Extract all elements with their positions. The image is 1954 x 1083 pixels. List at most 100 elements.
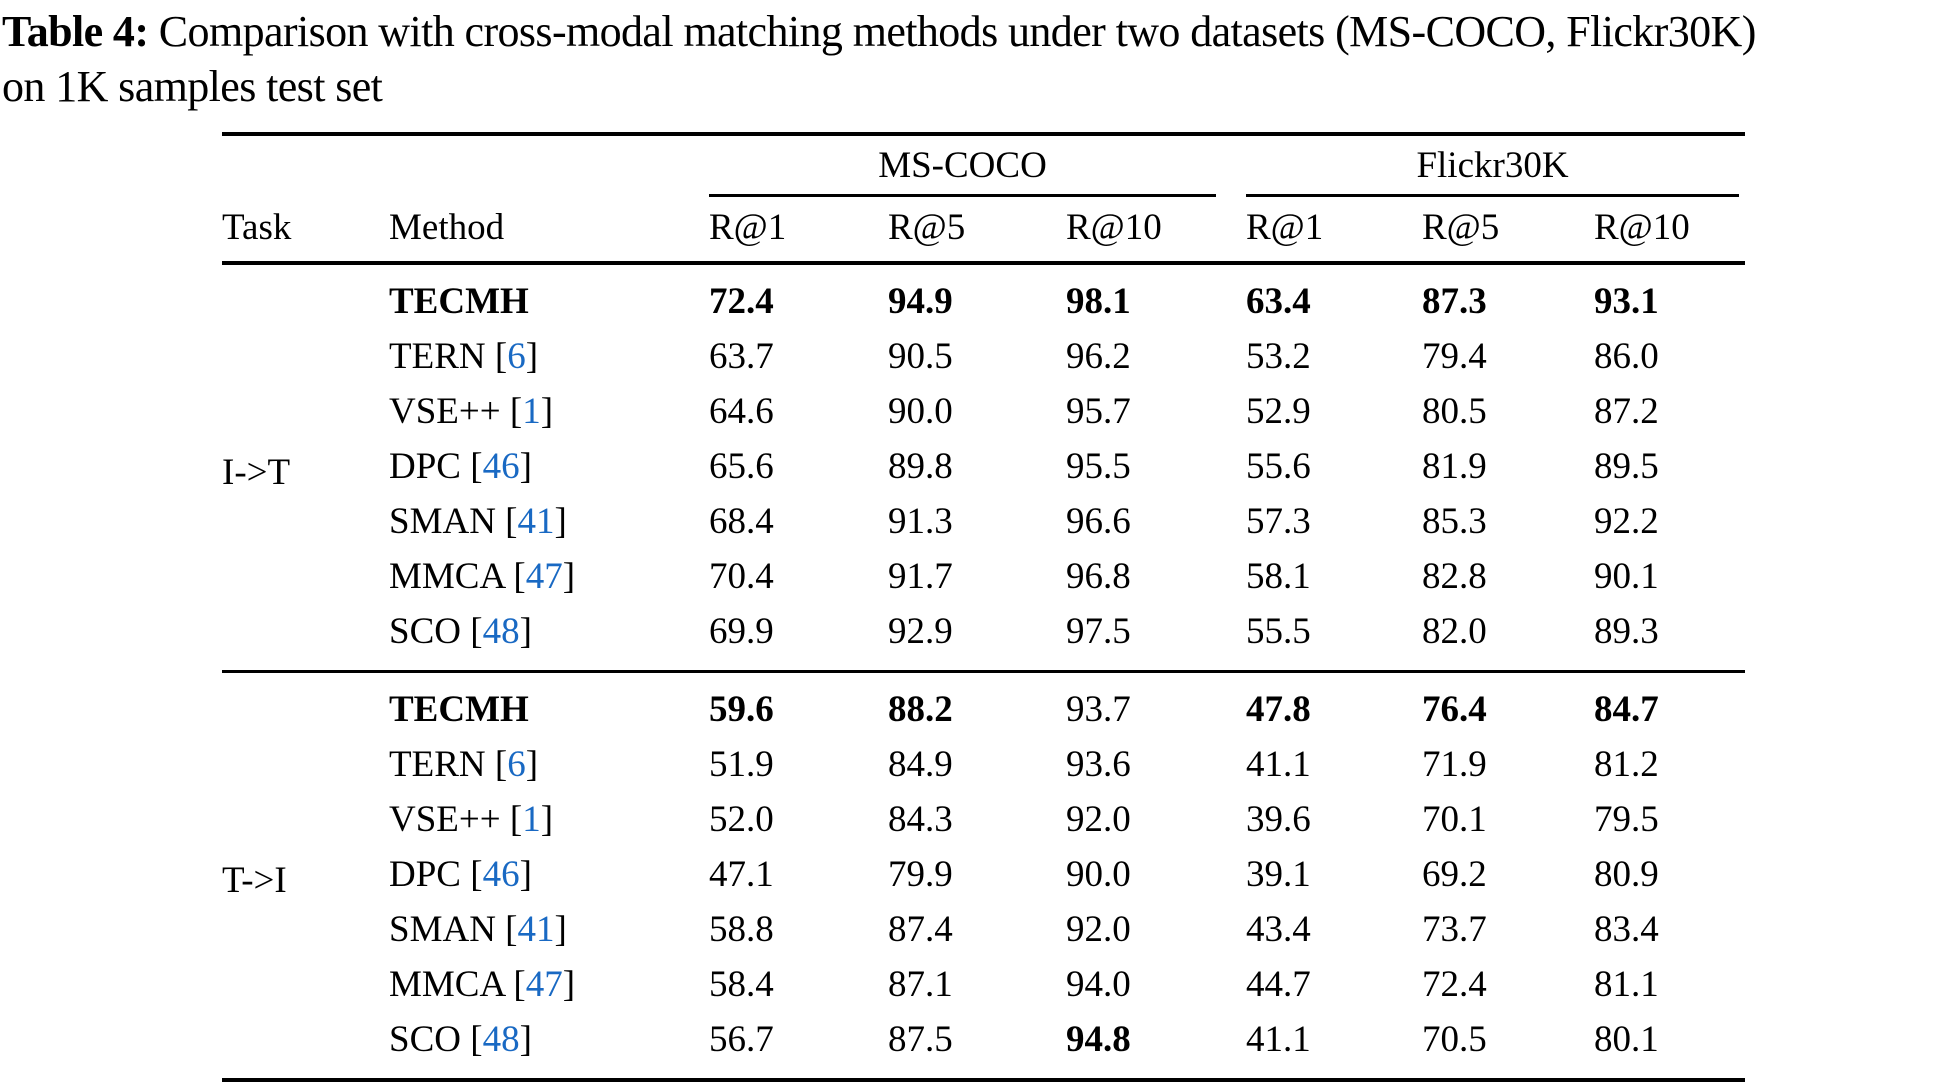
metric-value: 93.1 (1594, 281, 1659, 322)
metric-value: 96.8 (1066, 556, 1131, 597)
citation-ref[interactable]: 1 (522, 799, 541, 840)
metric-value: 71.9 (1422, 744, 1487, 785)
citation-ref[interactable]: 41 (517, 909, 555, 950)
method-name: TERN (389, 336, 486, 377)
task-label: T->I (222, 670, 389, 1080)
method-name: DPC (389, 854, 461, 895)
metric-value: 56.7 (709, 1019, 774, 1060)
metric-value: 87.4 (888, 909, 953, 950)
metric-value: 73.7 (1422, 909, 1487, 950)
empty-cell (389, 134, 709, 197)
citation-bracket: [48] (460, 611, 532, 652)
method-cell: TECMH (389, 263, 709, 329)
citation-ref[interactable]: 48 (482, 611, 520, 652)
metric-value: 84.3 (888, 799, 953, 840)
method-cell: MMCA [47] (389, 957, 709, 1012)
metric-value: 88.2 (888, 670, 1066, 737)
metric-value: 97.5 (1066, 611, 1131, 652)
metric-value: 96.2 (1066, 336, 1131, 377)
metric-value: 89.3 (1594, 611, 1659, 652)
metric-value: 55.6 (1246, 446, 1311, 487)
metric-value: 87.5 (888, 1019, 953, 1060)
method-cell: SMAN [41] (389, 494, 709, 549)
metric-value: 86.0 (1594, 336, 1659, 377)
metric-value: 81.1 (1594, 964, 1659, 1005)
metric-value: 89.5 (1594, 446, 1659, 487)
citation-ref[interactable]: 47 (525, 556, 563, 597)
caption-text-line1: Comparison with cross-modal matching met… (148, 7, 1757, 56)
col-header-flickr-r10: R@10 (1594, 197, 1745, 265)
metric-value: 69.2 (1422, 854, 1487, 895)
col-header-coco-r5: R@5 (888, 197, 1066, 265)
metric-value: 64.6 (709, 391, 774, 432)
metric-value: 41.1 (1246, 1019, 1311, 1060)
group-header-flickr30k: Flickr30K (1246, 144, 1739, 197)
metric-value: 81.9 (1422, 446, 1487, 487)
metric-value: 94.0 (1066, 964, 1131, 1005)
method-cell: DPC [46] (389, 847, 709, 902)
citation-bracket: [1] (500, 391, 554, 432)
method-name: VSE++ (389, 799, 501, 840)
col-header-task: Task (222, 197, 389, 265)
table-row: DPC [46] 65.6 89.8 95.5 55.6 81.9 89.5 (222, 439, 1745, 494)
method-name: TECMH (389, 281, 529, 322)
table-row: TERN [6] 63.7 90.5 96.2 53.2 79.4 86.0 (222, 329, 1745, 384)
metric-value: 85.3 (1422, 501, 1487, 542)
metric-value: 93.7 (1066, 670, 1246, 737)
table-row: T->I TECMH 59.6 88.2 93.7 47.8 76.4 84.7 (222, 670, 1745, 1080)
table-row: TERN [6] 51.9 84.9 93.6 41.1 71.9 81.2 (222, 737, 1745, 792)
metric-value: 47.8 (1246, 670, 1422, 737)
group-header-mscoco-cell: MS-COCO (709, 134, 1246, 197)
citation-ref[interactable]: 46 (482, 854, 520, 895)
metric-value: 92.2 (1594, 501, 1659, 542)
citation-ref[interactable]: 47 (525, 964, 563, 1005)
citation-bracket: [47] (504, 556, 576, 597)
citation-bracket: [46] (460, 854, 532, 895)
metric-value: 63.4 (1246, 281, 1311, 322)
metric-value: 43.4 (1246, 909, 1311, 950)
metric-value: 69.9 (709, 611, 774, 652)
metric-value: 80.5 (1422, 391, 1487, 432)
citation-ref[interactable]: 48 (482, 1019, 520, 1060)
metric-value: 70.4 (709, 556, 774, 597)
col-header-method: Method (389, 197, 709, 265)
col-header-coco-r1: R@1 (709, 197, 888, 265)
table-row: SCO [48] 56.7 87.5 94.8 41.1 70.5 80.1 (222, 1012, 1745, 1080)
metric-value: 90.1 (1594, 556, 1659, 597)
metric-value: 52.9 (1246, 391, 1311, 432)
metric-value: 79.4 (1422, 336, 1487, 377)
table-row: SMAN [41] 58.8 87.4 92.0 43.4 73.7 83.4 (222, 902, 1745, 957)
metric-value: 44.7 (1246, 964, 1311, 1005)
citation-ref[interactable]: 1 (522, 391, 541, 432)
citation-ref[interactable]: 6 (507, 744, 526, 785)
metric-value: 82.0 (1422, 611, 1487, 652)
metric-value: 72.4 (1422, 964, 1487, 1005)
method-name: TERN (389, 744, 486, 785)
table-row: DPC [46] 47.1 79.9 90.0 39.1 69.2 80.9 (222, 847, 1745, 902)
method-cell: VSE++ [1] (389, 792, 709, 847)
citation-ref[interactable]: 6 (507, 336, 526, 377)
citation-ref[interactable]: 46 (482, 446, 520, 487)
empty-cell (222, 134, 389, 197)
metric-value: 84.9 (888, 744, 953, 785)
metric-value: 58.1 (1246, 556, 1311, 597)
citation-ref[interactable]: 41 (517, 501, 555, 542)
metric-value: 95.7 (1066, 391, 1131, 432)
table-caption: Table 4: Comparison with cross-modal mat… (2, 4, 1954, 114)
metric-value: 39.1 (1246, 854, 1311, 895)
method-cell: DPC [46] (389, 439, 709, 494)
caption-label: Table 4: (2, 7, 149, 56)
group-header-mscoco: MS-COCO (709, 144, 1216, 197)
group-header-flickr30k-cell: Flickr30K (1246, 134, 1745, 197)
metric-value: 94.8 (1066, 1019, 1131, 1060)
table-row: VSE++ [1] 52.0 84.3 92.0 39.6 70.1 79.5 (222, 792, 1745, 847)
metric-value: 91.7 (888, 556, 953, 597)
metric-value: 83.4 (1594, 909, 1659, 950)
metric-value: 89.8 (888, 446, 953, 487)
metric-value: 90.0 (1066, 854, 1131, 895)
metric-value: 84.7 (1594, 670, 1745, 737)
results-table: MS-COCO Flickr30K Task Method R@1 R@5 R@… (222, 132, 1745, 1082)
metric-value: 81.2 (1594, 744, 1659, 785)
metric-value: 52.0 (709, 799, 774, 840)
metric-value: 53.2 (1246, 336, 1311, 377)
